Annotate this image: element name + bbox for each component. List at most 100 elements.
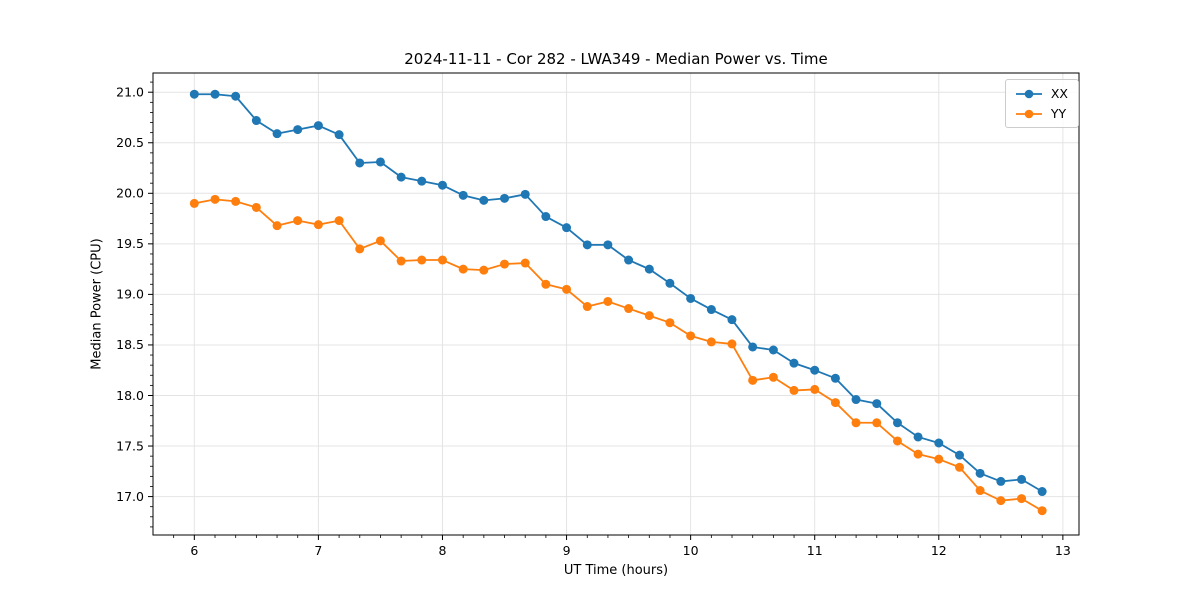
data-point-xx [872,399,882,409]
data-point-yy [1037,506,1047,516]
data-point-xx [830,373,840,383]
data-point-yy [500,259,510,269]
data-point-xx [541,212,551,222]
chart-title: 2024-11-11 - Cor 282 - LWA349 - Median P… [404,50,828,68]
data-point-xx [251,116,261,126]
x-tick-label: 13 [1055,543,1071,558]
data-point-yy [375,236,385,246]
data-point-yy [396,256,406,266]
data-point-yy [293,216,303,226]
y-tick-label: 18.0 [116,388,144,403]
data-point-yy [231,196,241,206]
data-point-xx [789,358,799,368]
data-point-xx [231,91,241,101]
data-point-xx [748,342,758,352]
data-point-yy [355,244,365,254]
data-point-yy [582,302,592,312]
data-point-yy [644,311,654,321]
data-point-xx [500,193,510,203]
data-point-xx [1017,474,1027,484]
data-point-yy [313,220,323,230]
data-point-xx [582,240,592,250]
data-point-yy [189,198,199,208]
y-axis-label: Median Power (CPU) [89,238,105,370]
data-point-xx [913,432,923,442]
data-point-xx [562,223,572,233]
data-point-yy [872,418,882,428]
data-point-yy [892,436,902,446]
y-tick-label: 18.5 [116,337,144,352]
data-point-xx [768,345,778,355]
data-point-xx [686,293,696,303]
x-tick-label: 6 [190,543,198,558]
data-point-xx [624,255,634,265]
x-tick-label: 12 [931,543,947,558]
data-point-xx [396,172,406,182]
data-point-yy [520,258,530,268]
data-point-yy [479,265,489,275]
y-tick-label: 19.0 [116,287,144,302]
data-point-yy [955,462,965,472]
data-point-yy [789,385,799,395]
data-point-xx [1037,487,1047,497]
data-point-xx [479,195,489,205]
axes-spines [152,72,1080,536]
y-tick-label: 17.0 [116,489,144,504]
legend-item-yy: YY [1014,105,1068,122]
data-point-xx [458,190,468,200]
data-point-xx [934,438,944,448]
x-tick-label: 7 [314,543,322,558]
data-point-yy [624,304,634,314]
data-point-xx [603,240,613,250]
data-point-yy [665,318,675,328]
data-point-yy [562,284,572,294]
data-point-xx [293,125,303,135]
y-tick-label: 20.0 [116,186,144,201]
data-point-xx [892,418,902,428]
data-point-xx [210,89,220,99]
y-tick-label: 17.5 [116,438,144,453]
data-point-xx [437,180,447,190]
y-tick-label: 19.5 [116,236,144,251]
data-point-xx [644,264,654,274]
data-point-yy [768,372,778,382]
data-point-yy [727,339,737,349]
data-point-yy [210,194,220,204]
data-point-xx [375,157,385,167]
data-point-yy [830,398,840,408]
data-point-yy [706,337,716,347]
x-tick-label: 8 [438,543,446,558]
data-point-yy [437,255,447,265]
data-point-yy [272,221,282,231]
data-point-yy [541,279,551,289]
x-tick-label: 11 [807,543,823,558]
legend-item-xx: XX [1014,85,1068,102]
data-point-xx [996,476,1006,486]
data-point-xx [706,305,716,315]
data-point-xx [520,189,530,199]
data-point-xx [313,121,323,131]
legend: XX YY [1004,79,1079,128]
data-point-xx [334,130,344,140]
data-point-xx [975,468,985,478]
data-point-yy [1017,494,1027,504]
data-point-xx [355,158,365,168]
legend-swatch-xx-icon [1015,89,1042,98]
data-point-yy [417,255,427,265]
data-point-yy [975,486,985,496]
data-point-xx [189,89,199,99]
data-point-yy [851,418,861,428]
data-point-yy [686,331,696,341]
data-point-yy [748,375,758,385]
data-point-yy [334,216,344,226]
data-point-yy [251,202,261,212]
data-point-yy [996,496,1006,506]
data-point-xx [810,365,820,375]
x-tick-label: 10 [683,543,699,558]
data-point-xx [851,395,861,405]
data-point-xx [955,450,965,460]
legend-swatch-yy-icon [1015,109,1042,118]
x-tick-label: 9 [563,543,571,558]
